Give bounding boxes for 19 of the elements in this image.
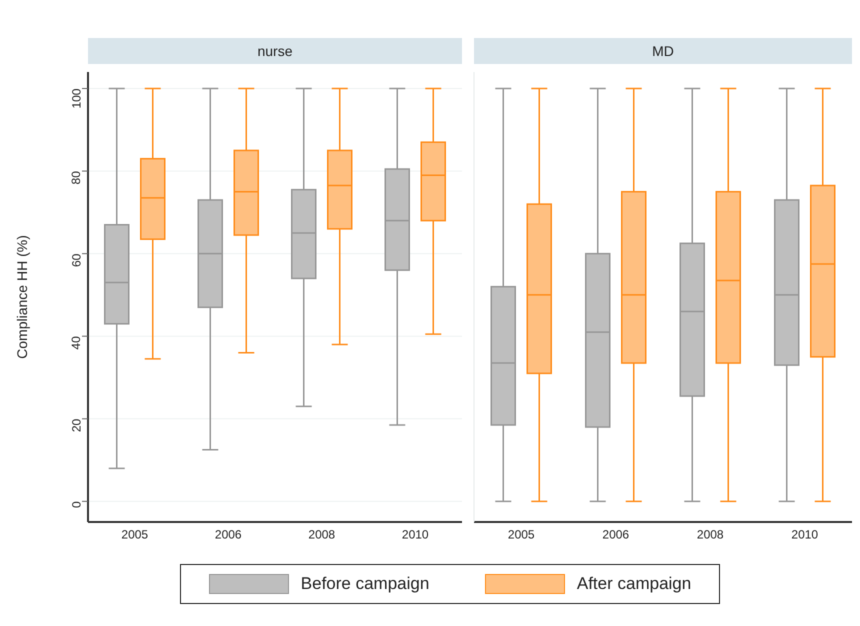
- y-axis-title: Compliance HH (%): [14, 235, 30, 359]
- legend-label: Before campaign: [300, 574, 430, 594]
- x-tick-label: 2005: [508, 528, 535, 542]
- y-tick-label: 20: [69, 418, 84, 432]
- chart-title: nurse: [88, 38, 462, 64]
- x-tick-label: 2010: [791, 528, 818, 542]
- x-tick-label: 2005: [121, 528, 148, 542]
- x-tick-label: 2008: [308, 528, 336, 542]
- x-tick-label: 2008: [696, 528, 724, 542]
- legend-label: After campaign: [576, 574, 692, 594]
- y-tick-label: 80: [69, 170, 84, 184]
- chart-title: MD: [474, 38, 852, 64]
- x-tick-label: 2006: [602, 528, 630, 542]
- y-tick-label: 100: [69, 88, 84, 109]
- x-tick-label: 2006: [214, 528, 242, 542]
- x-tick-label: 2010: [402, 528, 429, 542]
- y-tick-label: 0: [69, 501, 84, 508]
- y-tick-label: 60: [69, 253, 84, 268]
- y-tick-label: 40: [69, 336, 84, 350]
